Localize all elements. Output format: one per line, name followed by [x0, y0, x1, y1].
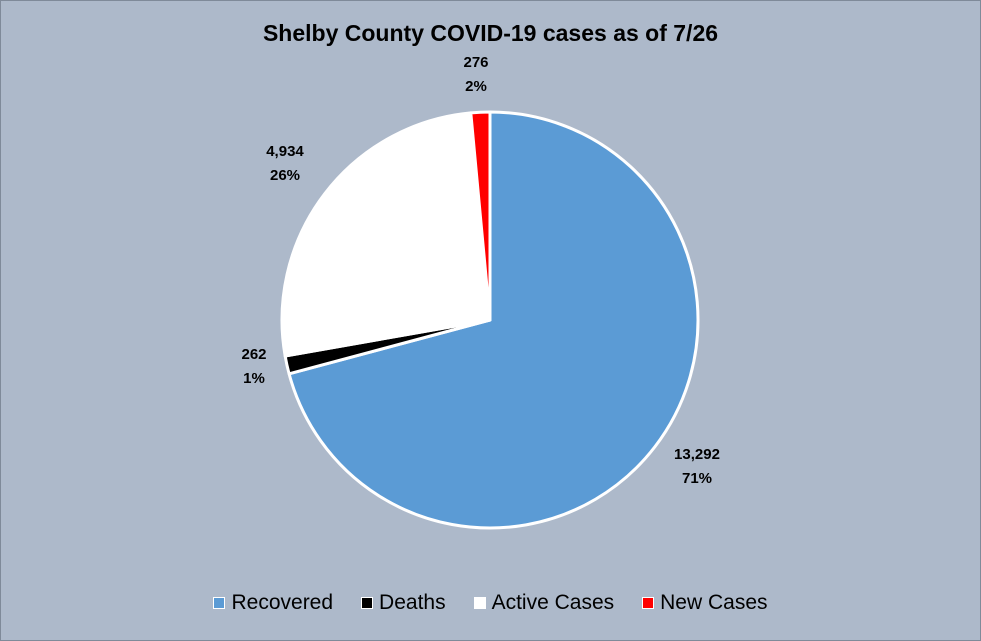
chart-title: Shelby County COVID-19 cases as of 7/26 — [262, 20, 719, 46]
legend-item-active-cases: Active Cases — [473, 591, 615, 615]
pie-slice-active-cases — [280, 111, 492, 358]
pie-slice-new-cases — [469, 110, 492, 322]
legend-label-recovered: Recovered — [231, 591, 334, 614]
pie-slice-recovered — [287, 110, 700, 530]
legend-swatch-deaths — [361, 597, 374, 609]
legend-item-new-cases: New Cases — [642, 591, 768, 615]
data-label-percent: 71% — [681, 470, 713, 487]
legend-swatch-new-cases — [642, 597, 655, 609]
data-label-value: 4,934 — [266, 143, 304, 160]
data-label-deaths: 262 1% — [214, 343, 294, 391]
data-label-new-cases: 276 2% — [436, 51, 516, 99]
data-label-value: 13,292 — [674, 446, 720, 463]
legend-item-recovered: Recovered — [213, 591, 333, 615]
legend-swatch-recovered — [213, 597, 226, 609]
data-label-percent: 26% — [269, 167, 301, 184]
legend-item-deaths: Deaths — [361, 591, 446, 615]
data-label-recovered: 13,292 71% — [657, 443, 737, 491]
data-label-value: 276 — [463, 54, 489, 71]
legend-label-active-cases: Active Cases — [491, 591, 615, 614]
data-label-percent: 1% — [243, 370, 265, 387]
legend-label-new-cases: New Cases — [660, 591, 768, 614]
data-label-active-cases: 4,934 26% — [245, 140, 325, 188]
data-label-value: 262 — [241, 346, 267, 363]
legend: Recovered Deaths Active Cases New Cases — [0, 591, 981, 615]
data-label-percent: 2% — [465, 78, 487, 95]
legend-label-deaths: Deaths — [379, 591, 446, 614]
legend-swatch-active-cases — [473, 597, 486, 609]
